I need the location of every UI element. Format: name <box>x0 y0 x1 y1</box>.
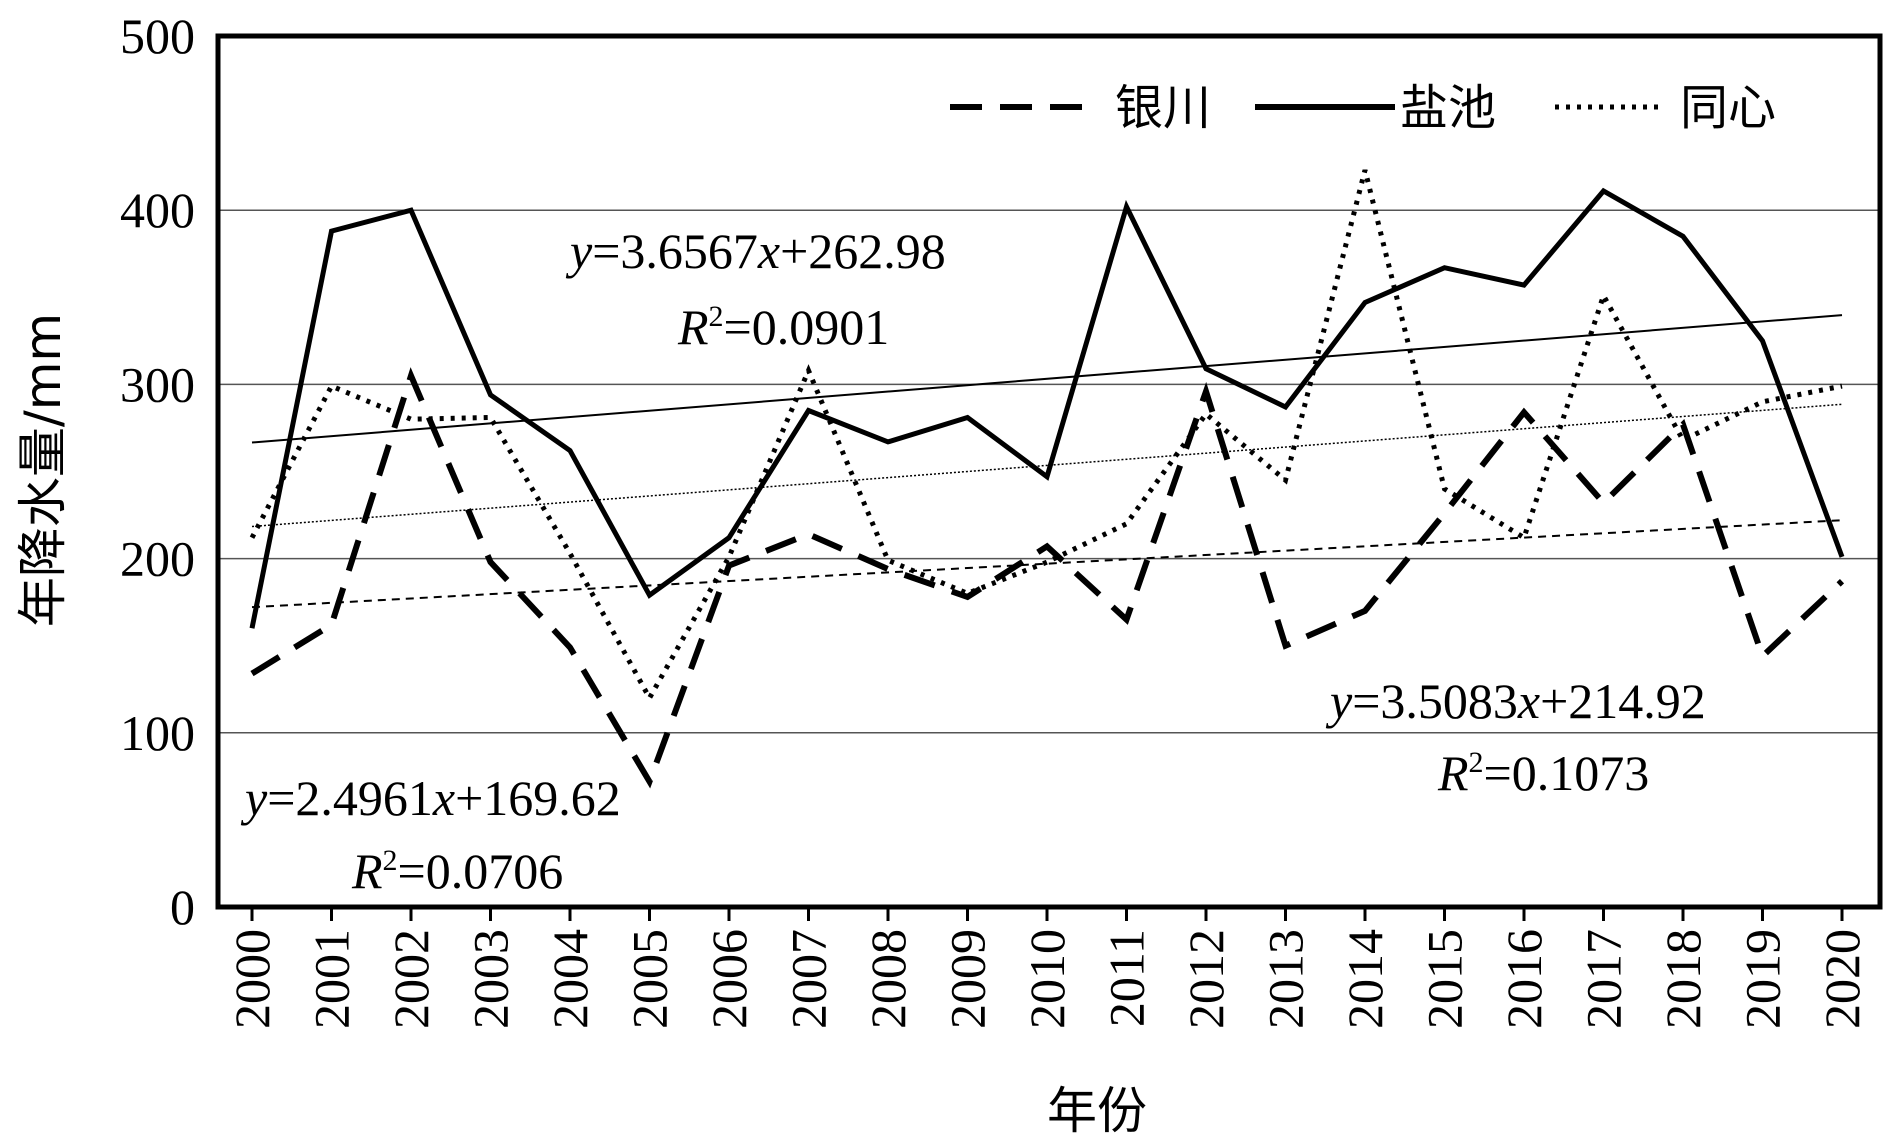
x-tick-label-2018: 2018 <box>1655 929 1711 1029</box>
y-tick-label-100: 100 <box>120 705 195 761</box>
x-tick-label-2007: 2007 <box>781 929 837 1029</box>
x-tick-label-2010: 2010 <box>1019 929 1075 1029</box>
x-tick-label-2003: 2003 <box>463 929 519 1029</box>
trendline-1 <box>251 314 1843 444</box>
y-axis-ticks: 0 100 200 300 400 500 <box>120 8 195 935</box>
x-tick-label-2002: 2002 <box>383 929 439 1029</box>
x-tick-label-2011: 2011 <box>1099 929 1155 1027</box>
r-squared-yinchuan: R2=0.0706 <box>351 843 563 899</box>
y-axis-title: 年降水量/mm <box>14 313 72 627</box>
x-tick-label-2005: 2005 <box>622 929 678 1029</box>
y-tick-label-0: 0 <box>170 879 195 935</box>
data-series <box>249 169 1845 789</box>
x-axis-title: 年份 <box>1047 1082 1147 1140</box>
x-tick-label-2017: 2017 <box>1576 929 1632 1029</box>
x-axis-ticks: 2000 2001 2002 2003 2004 2005 2006 2007 2008 2009… <box>224 907 1870 1029</box>
series-line-0 <box>250 367 1845 789</box>
x-tick-label-2016: 2016 <box>1496 929 1552 1029</box>
y-tick-label-400: 400 <box>120 182 195 238</box>
x-tick-label-2009: 2009 <box>940 929 996 1029</box>
legend-label-yanchi: 盐池 <box>1400 80 1496 136</box>
x-tick-label-2014: 2014 <box>1337 929 1393 1029</box>
r-squared-tongxin: R2=0.1073 <box>1437 745 1649 801</box>
grid-lines <box>218 209 1880 734</box>
legend-label-yinchuan: 银川 <box>1115 80 1211 136</box>
x-tick-label-2001: 2001 <box>304 929 360 1029</box>
equation-tongxin: y=3.5083x+214.92 <box>1325 673 1706 729</box>
x-tick-label-2004: 2004 <box>542 929 598 1029</box>
legend-label-tongxin: 同心 <box>1680 80 1776 136</box>
x-tick-label-2015: 2015 <box>1417 929 1473 1029</box>
trendlines <box>251 314 1843 609</box>
series-line-1 <box>249 187 1845 629</box>
x-tick-label-2020: 2020 <box>1814 929 1870 1029</box>
x-tick-label-2008: 2008 <box>860 929 916 1029</box>
x-tick-label-2012: 2012 <box>1178 929 1234 1029</box>
x-tick-label-2000: 2000 <box>224 929 280 1029</box>
series-line-2 <box>249 169 1843 704</box>
x-tick-label-2019: 2019 <box>1735 929 1791 1029</box>
x-tick-label-2006: 2006 <box>701 929 757 1029</box>
equation-yanchi: y=3.6567x+262.98 <box>565 223 946 279</box>
r-squared-yanchi: R2=0.0901 <box>677 299 889 355</box>
plot-frame <box>215 33 1883 910</box>
y-tick-label-300: 300 <box>120 356 195 412</box>
x-tick-label-2013: 2013 <box>1258 929 1314 1029</box>
trendline-2 <box>251 403 1843 528</box>
y-tick-label-500: 500 <box>120 8 195 64</box>
legend: 银川 盐池 同心 <box>950 80 1776 136</box>
y-tick-label-200: 200 <box>120 531 195 587</box>
equation-yinchuan: y=2.4961x+169.62 <box>240 770 621 826</box>
